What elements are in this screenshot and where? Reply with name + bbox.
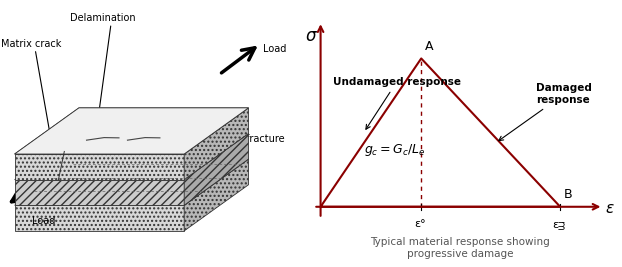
Text: Typical material response showing
progressive damage: Typical material response showing progre…: [371, 237, 550, 259]
Polygon shape: [14, 108, 248, 154]
Text: Damaged
response: Damaged response: [499, 83, 592, 141]
Polygon shape: [14, 154, 184, 180]
Text: ε°: ε°: [414, 219, 426, 229]
Text: Load: Load: [32, 215, 55, 226]
Polygon shape: [14, 108, 248, 154]
Polygon shape: [184, 134, 248, 205]
Polygon shape: [14, 180, 184, 205]
Polygon shape: [184, 159, 248, 231]
Polygon shape: [184, 108, 248, 180]
Text: εᴟ: εᴟ: [552, 219, 565, 229]
Text: B: B: [564, 188, 572, 201]
Polygon shape: [14, 205, 184, 231]
Text: Load: Load: [263, 44, 287, 54]
Text: Delamination: Delamination: [70, 13, 135, 23]
Text: Undamaged response: Undamaged response: [333, 77, 460, 129]
Text: Fiber fracture: Fiber fracture: [219, 134, 285, 144]
Text: Matrix crack: Matrix crack: [1, 39, 62, 49]
Polygon shape: [14, 134, 248, 180]
Text: σ: σ: [305, 27, 316, 45]
Text: ε: ε: [606, 201, 614, 216]
Text: $g_c = G_c/L_e$: $g_c = G_c/L_e$: [364, 142, 425, 158]
Polygon shape: [14, 159, 248, 205]
Text: A: A: [425, 40, 434, 53]
